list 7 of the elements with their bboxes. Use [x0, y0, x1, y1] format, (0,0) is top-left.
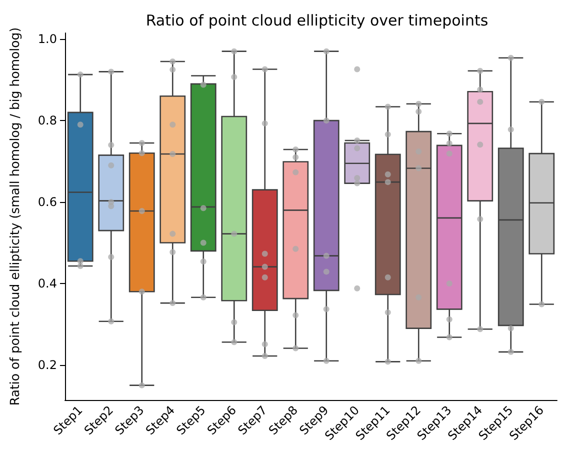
y-tick-label: 0.2	[38, 358, 57, 372]
y-tick-label: 0.6	[38, 195, 57, 210]
y-tick-label: 0.4	[38, 276, 57, 291]
y-axis-title: Ratio of point cloud ellipticity (small homolog / big homolog)	[7, 27, 22, 406]
y-tick-label: 1.0	[38, 32, 57, 46]
chart-title: Ratio of point cloud ellipticity over timepoints	[146, 12, 488, 30]
y-tick-label: 0.8	[38, 114, 57, 128]
